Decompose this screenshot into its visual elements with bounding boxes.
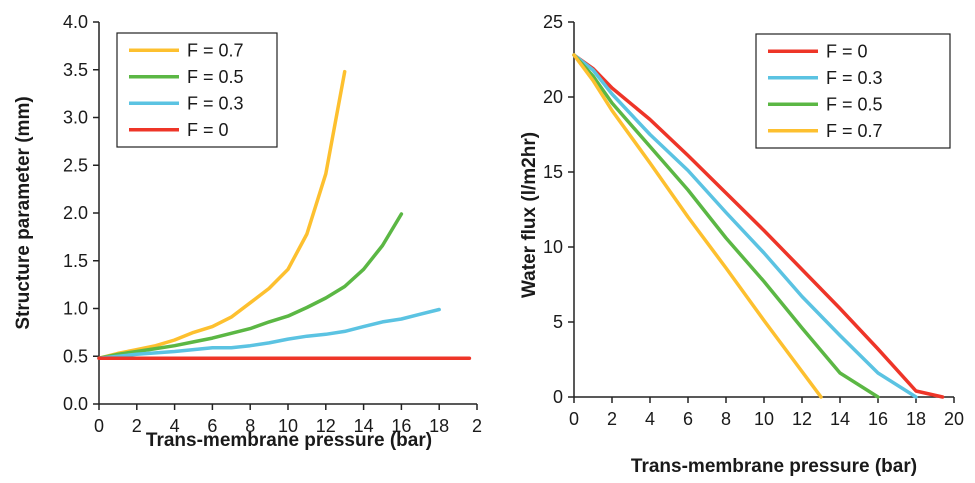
legend-label: F = 0.7 — [187, 40, 244, 60]
y-tick-label: 1.5 — [63, 251, 88, 271]
y-tick-label: 0.5 — [63, 346, 88, 366]
y-tick-label: 20 — [543, 87, 563, 107]
y-tick-label: 3.0 — [63, 108, 88, 128]
x-axis-title: Trans-membrane pressure (bar) — [146, 430, 432, 451]
x-tick-label: 18 — [429, 416, 449, 436]
structure-parameter-chart: 0.0 0.5 1.0 1.5 2.0 2.5 3.0 3.5 4.0 0 2 4 6 8 10 12 14 16… — [13, 12, 482, 451]
x-axis-title: Trans-membrane pressure (bar) — [631, 456, 917, 477]
x-tick-label: 8 — [721, 409, 731, 429]
y-axis-title: Water flux (l/m2hr) — [519, 132, 540, 298]
x-tick-label: 10 — [754, 409, 774, 429]
legend-label: F = 0 — [826, 41, 868, 61]
x-tick-label: 8 — [245, 416, 255, 436]
y-tick-label: 2.0 — [63, 203, 88, 223]
y-axis-title: Structure parameter (mm) — [13, 96, 34, 329]
legend-label: F = 0.7 — [826, 121, 883, 141]
x-tick-label: 0 — [569, 409, 579, 429]
series-line — [572, 53, 880, 399]
x-tick-label: 2 — [472, 416, 482, 436]
y-tick-label: 10 — [543, 237, 563, 257]
x-tick-label: 4 — [170, 416, 180, 436]
x-tick-label: 6 — [207, 416, 217, 436]
series-line — [572, 53, 823, 399]
y-tick-label: 1.0 — [63, 299, 88, 319]
legend-label: F = 0.5 — [826, 94, 883, 114]
legend-label: F = 0 — [187, 120, 229, 140]
series-line — [572, 53, 918, 399]
x-tick-label: 0 — [94, 416, 104, 436]
x-tick-label: 6 — [683, 409, 693, 429]
y-tick-label: 4.0 — [63, 12, 88, 32]
x-tick-label: 2 — [132, 416, 142, 436]
y-tick-label: 2.5 — [63, 155, 88, 175]
legend-label: F = 0.3 — [826, 68, 883, 88]
series-line — [97, 307, 441, 360]
legend-label: F = 0.5 — [187, 67, 244, 87]
x-tick-label: 2 — [607, 409, 617, 429]
series-line — [97, 212, 404, 360]
x-tick-label: 14 — [830, 409, 850, 429]
y-tick-label: 0 — [553, 387, 563, 407]
y-tick-label: 5 — [553, 312, 563, 332]
y-tick-label: 15 — [543, 162, 563, 182]
y-tick-label: 25 — [543, 12, 563, 32]
x-tick-label: 18 — [906, 409, 926, 429]
x-tick-label: 10 — [278, 416, 298, 436]
water-flux-chart: 0 5 10 15 20 25 0 2 4 6 8 10 12 14 16 18 20 Trans-membran… — [519, 12, 964, 477]
x-tick-label: 4 — [645, 409, 655, 429]
y-tick-label: 3.5 — [63, 60, 88, 80]
x-tick-label: 14 — [354, 416, 374, 436]
x-tick-label: 12 — [792, 409, 812, 429]
x-tick-label: 12 — [316, 416, 336, 436]
series-line — [572, 53, 945, 399]
x-tick-label: 20 — [944, 409, 964, 429]
legend-label: F = 0.3 — [187, 93, 244, 113]
x-tick-label: 16 — [391, 416, 411, 436]
x-tick-label: 16 — [868, 409, 888, 429]
y-tick-label: 0.0 — [63, 394, 88, 414]
series-line — [97, 69, 347, 360]
